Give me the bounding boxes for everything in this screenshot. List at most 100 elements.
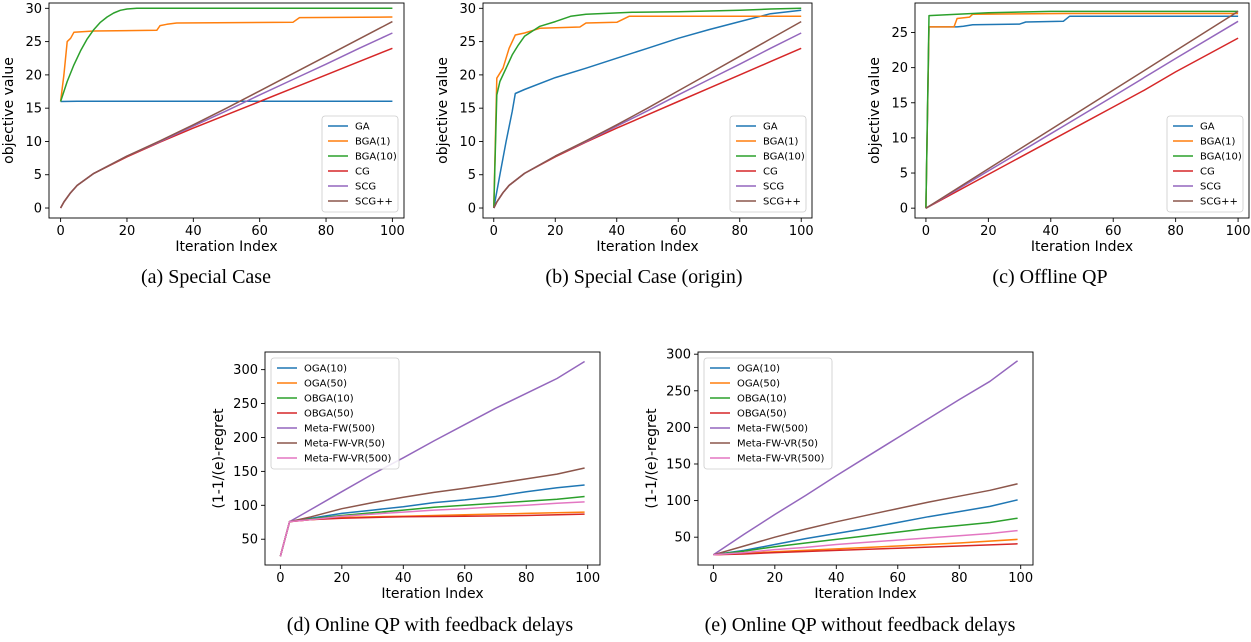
x-axis-label-a: Iteration Index: [175, 239, 277, 255]
x-tick-label-a: 20: [119, 224, 136, 239]
x-tick-label-e: 100: [1008, 571, 1033, 586]
legend-label-a-4: SCG: [355, 182, 376, 193]
series-line-c-5: [925, 10, 1239, 209]
series-line-a-1: [59, 16, 393, 102]
legend-label-d-2: OBGA(10): [304, 394, 354, 405]
y-tick-label-e: 300: [666, 348, 691, 363]
legend-label-c-1: BGA(1): [1200, 137, 1236, 148]
caption-b: (b) Special Case (origin): [545, 266, 743, 288]
chart-c: 0 20 40 60 80 100 0 5 10 15 20 25 Iteration Index obj…: [867, 2, 1250, 255]
x-tick-label-a: 0: [56, 224, 64, 239]
series-line-d-0: [279, 484, 585, 557]
series-line-a-5: [59, 20, 393, 209]
legend-label-b-1: BGA(1): [763, 137, 799, 148]
chart-e: 0 20 40 60 80 100 50 100 150 200 250 300 Iteration I…: [644, 348, 1034, 602]
x-tick-label-e: 60: [889, 571, 906, 586]
y-tick-label-c: 20: [891, 61, 908, 76]
y-tick-label-e: 250: [666, 384, 691, 399]
y-tick-label-a: 0: [34, 202, 42, 217]
legend-label-a-3: CG: [355, 167, 370, 178]
series-line-e-0: [713, 499, 1018, 556]
series-line-c-1: [925, 12, 1239, 209]
series-line-d-2: [279, 495, 585, 557]
y-tick-label-a: 25: [25, 35, 42, 50]
series-line-e-6: [713, 529, 1018, 556]
y-tick-label-e: 100: [666, 494, 691, 509]
legend-label-d-0: OGA(10): [304, 364, 347, 375]
x-tick-label-b: 40: [608, 224, 625, 239]
x-tick-label-c: 80: [1167, 224, 1184, 239]
x-axis-label-e: Iteration Index: [814, 586, 916, 602]
legend-label-a-2: BGA(10): [355, 152, 397, 163]
legend-e: OGA(10) OGA(50) OBGA(10) OBGA(50) Meta-FW(50…: [703, 357, 833, 470]
series-line-c-2: [925, 10, 1239, 209]
x-tick-label-a: 100: [380, 224, 405, 239]
x-tick-label-c: 40: [1043, 224, 1060, 239]
x-tick-label-c: 60: [1105, 224, 1122, 239]
legend-box-c: [1166, 115, 1244, 213]
legend-label-e-4: Meta-FW(500): [737, 424, 808, 435]
x-tick-label-e: 0: [709, 571, 717, 586]
legend-box-a: [321, 115, 399, 213]
legend-label-e-3: OBGA(50): [737, 409, 787, 420]
series-line-d-4: [279, 360, 585, 557]
y-tick-label-b: 20: [459, 68, 476, 83]
y-tick-label-d: 250: [233, 397, 258, 412]
legend-label-e-5: Meta-FW-VR(50): [737, 439, 818, 450]
caption-e: (e) Online QP without feedback delays: [704, 614, 1016, 636]
series-line-e-4: [712, 360, 1019, 556]
y-tick-label-c: 5: [900, 167, 908, 182]
legend-label-b-2: BGA(10): [763, 152, 805, 163]
x-tick-label-b: 80: [731, 224, 748, 239]
x-tick-label-b: 20: [547, 224, 564, 239]
x-tick-label-e: 80: [951, 571, 968, 586]
series-line-b-0: [493, 9, 802, 209]
y-tick-label-b: 10: [459, 135, 476, 150]
y-axis-label-d: (1-1/(e)-regret: [211, 408, 227, 509]
series-line-d-5: [279, 467, 585, 557]
legend-label-c-4: SCG: [1200, 182, 1221, 193]
y-axis-label-a: objective value: [1, 57, 17, 164]
x-tick-label-b: 0: [490, 224, 498, 239]
y-tick-label-d: 200: [233, 431, 258, 446]
y-axis-label-c: objective value: [867, 57, 883, 164]
y-tick-label-c: 0: [900, 202, 908, 217]
legend-label-e-1: OGA(50): [737, 379, 780, 390]
legend-label-d-4: Meta-FW(500): [304, 424, 375, 435]
chart-d: 0 20 40 60 80 100 50 100 150 200 250 300 Iteration I…: [211, 351, 601, 602]
y-axis-label-e: (1-1/(e)-regret: [644, 408, 660, 509]
series-line-b-2: [493, 7, 802, 209]
caption-d: (d) Online QP with feedback delays: [286, 614, 574, 636]
legend-label-d-6: Meta-FW-VR(500): [304, 454, 391, 465]
legend-label-c-5: SCG++: [1200, 197, 1238, 208]
y-tick-label-c: 10: [891, 131, 908, 146]
legend-a: GA BGA(1) BGA(10) CG SCG SCG++: [321, 115, 399, 213]
plot-frame-a: [48, 2, 405, 219]
y-tick-label-d: 100: [233, 499, 258, 514]
y-tick-label-e: 50: [674, 531, 691, 546]
legend-label-b-4: SCG: [763, 182, 784, 193]
legend-b: GA BGA(1) BGA(10) CG SCG SCG++: [729, 115, 807, 213]
legend-label-d-1: OGA(50): [304, 379, 347, 390]
y-tick-label-a: 20: [25, 68, 42, 83]
x-tick-label-d: 100: [575, 571, 600, 586]
x-tick-label-d: 60: [456, 571, 473, 586]
series-line-c-3: [925, 37, 1239, 209]
y-tick-label-b: 15: [459, 102, 476, 117]
x-tick-label-a: 60: [251, 224, 268, 239]
x-tick-label-a: 80: [318, 224, 335, 239]
series-line-b-5: [493, 20, 802, 209]
plot-frame-c: [914, 2, 1250, 219]
x-tick-label-c: 20: [980, 224, 997, 239]
x-axis-label-d: Iteration Index: [381, 586, 483, 602]
y-tick-label-d: 150: [233, 465, 258, 480]
series-line-e-5: [713, 483, 1018, 556]
legend-label-c-0: GA: [1200, 122, 1215, 133]
legend-label-d-5: Meta-FW-VR(50): [304, 439, 385, 450]
series-line-d-3: [279, 513, 585, 557]
legend-d: OGA(10) OGA(50) OBGA(10) OBGA(50) Meta-FW(50…: [270, 357, 400, 470]
legend-label-c-2: BGA(10): [1200, 152, 1242, 163]
plot-frame-d: [264, 351, 601, 566]
x-tick-label-e: 20: [767, 571, 784, 586]
